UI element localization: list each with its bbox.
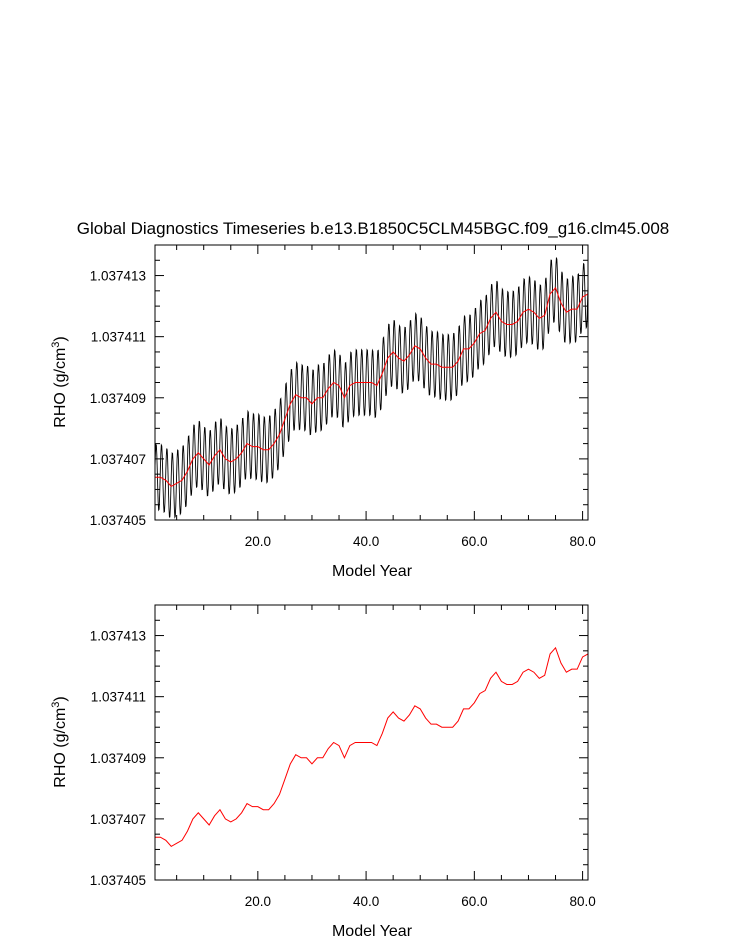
x-tick-label: 40.0 — [353, 894, 379, 909]
bottom-series-group — [155, 646, 589, 848]
bottom-x-tick-labels: 20.0 40.0 60.0 80.0 — [245, 894, 596, 909]
top-y-tick-labels: 1.037405 1.037407 1.037409 1.037411 1.03… — [90, 269, 146, 528]
y-tick-label: 1.037405 — [90, 513, 146, 528]
bottom-panel: 20.0 40.0 60.0 80.0 1.037405 1.037407 1.… — [50, 604, 596, 940]
y-tick-label: 1.037409 — [90, 751, 146, 766]
y-axis-label: RHO (g/cm3) — [50, 336, 69, 427]
y-tick-label: 1.037413 — [90, 269, 146, 284]
top-panel: Global Diagnostics Timeseries b.e13.B185… — [50, 219, 669, 580]
x-tick-label: 60.0 — [461, 894, 487, 909]
monthly-series-line — [154, 257, 589, 519]
top-axis-ticks — [155, 244, 588, 521]
y-tick-label: 1.037411 — [91, 690, 146, 705]
x-tick-label: 80.0 — [569, 894, 595, 909]
y-tick-label: 1.037407 — [90, 812, 146, 827]
y-tick-label: 1.037411 — [91, 330, 146, 345]
bottom-plot-frame — [154, 604, 589, 881]
x-tick-label: 40.0 — [353, 534, 379, 549]
y-tick-label: 1.037405 — [90, 873, 146, 888]
x-tick-label: 80.0 — [569, 534, 595, 549]
y-axis-label: RHO (g/cm3) — [50, 696, 69, 787]
annual-mean-series-line — [155, 646, 589, 848]
y-tick-label: 1.037409 — [90, 391, 146, 406]
annual-mean-series-line — [155, 286, 589, 488]
chart-title: Global Diagnostics Timeseries b.e13.B185… — [77, 219, 670, 238]
x-tick-label: 20.0 — [245, 534, 271, 549]
y-tick-label: 1.037413 — [90, 629, 146, 644]
top-series-group — [154, 257, 589, 519]
top-x-tick-labels: 20.0 40.0 60.0 80.0 — [245, 534, 596, 549]
bottom-y-tick-labels: 1.037405 1.037407 1.037409 1.037411 1.03… — [90, 629, 146, 888]
x-axis-label: Model Year — [332, 563, 413, 580]
top-plot-frame — [154, 244, 589, 521]
y-tick-label: 1.037407 — [90, 452, 146, 467]
x-tick-label: 60.0 — [461, 534, 487, 549]
x-axis-label: Model Year — [332, 923, 413, 940]
x-tick-label: 20.0 — [245, 894, 271, 909]
